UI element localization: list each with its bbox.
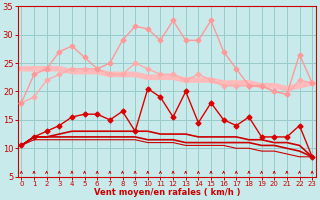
X-axis label: Vent moyen/en rafales ( km/h ): Vent moyen/en rafales ( km/h ) [93,188,240,197]
